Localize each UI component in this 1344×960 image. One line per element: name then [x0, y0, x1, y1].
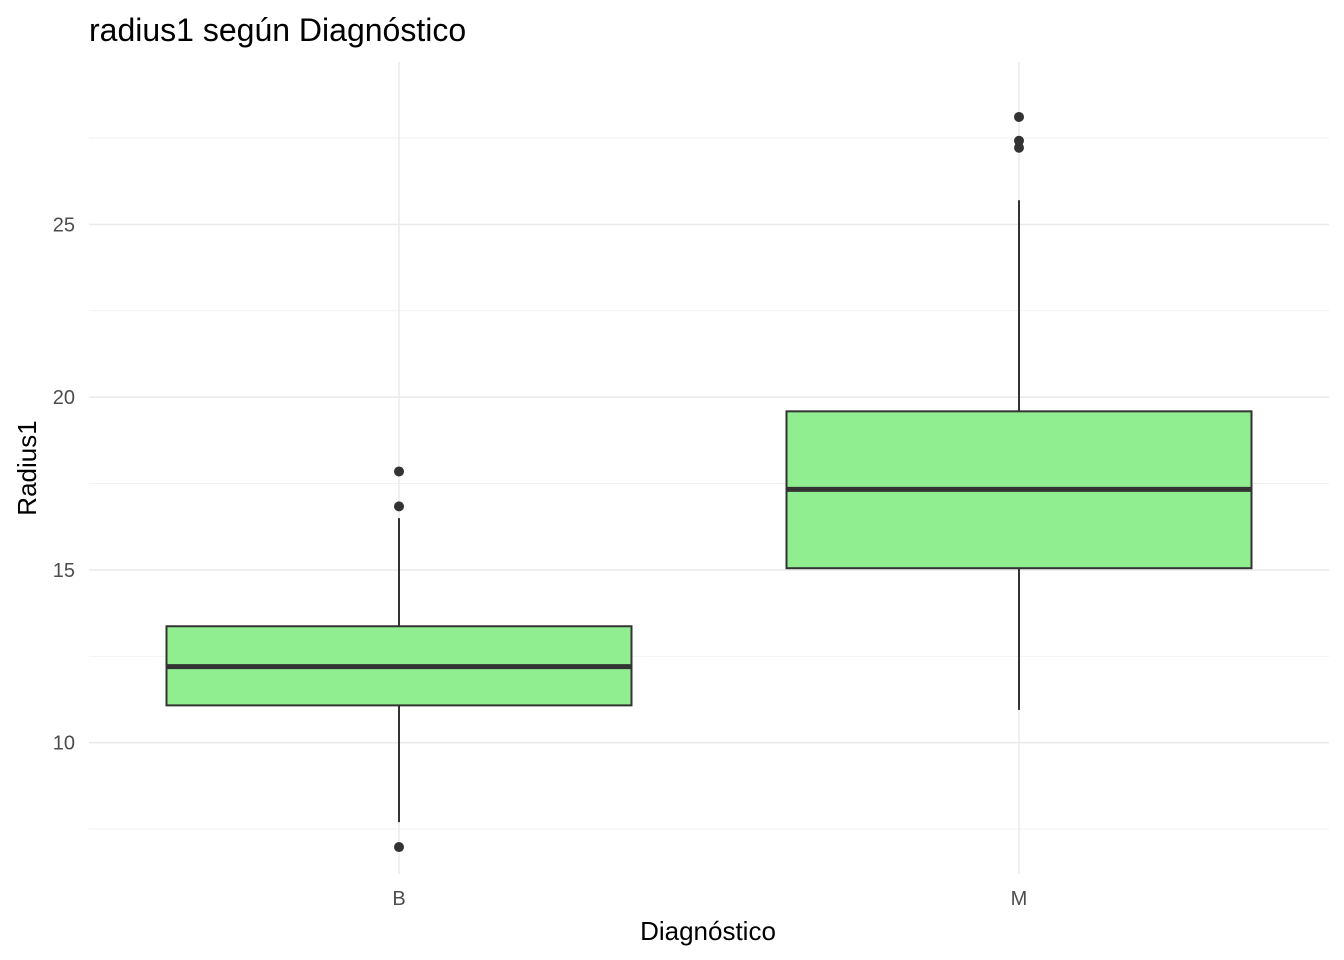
outlier-point: [394, 466, 404, 477]
box-group-M: [785, 111, 1253, 710]
y-tick-label: 20: [53, 387, 75, 409]
y-tick-label: 15: [53, 560, 75, 582]
y-tick-label: 10: [53, 733, 75, 755]
y-axis-title: Radius1: [12, 420, 42, 515]
boxes: [165, 111, 1253, 853]
outlier-point: [1014, 135, 1024, 146]
outlier-point: [394, 842, 404, 853]
chart-title: radius1 según Diagnóstico: [89, 12, 466, 48]
x-axis-title: Diagnóstico: [640, 916, 776, 946]
outlier-point: [1014, 111, 1024, 122]
outlier-point: [1014, 142, 1024, 153]
x-tick-label: B: [392, 888, 405, 910]
y-tick-label: 25: [53, 214, 75, 236]
y-axis-ticks: 10 15 20 25: [53, 214, 75, 754]
x-tick-label: M: [1011, 888, 1028, 910]
box-group-B: [165, 466, 633, 853]
outlier-point: [394, 501, 404, 512]
